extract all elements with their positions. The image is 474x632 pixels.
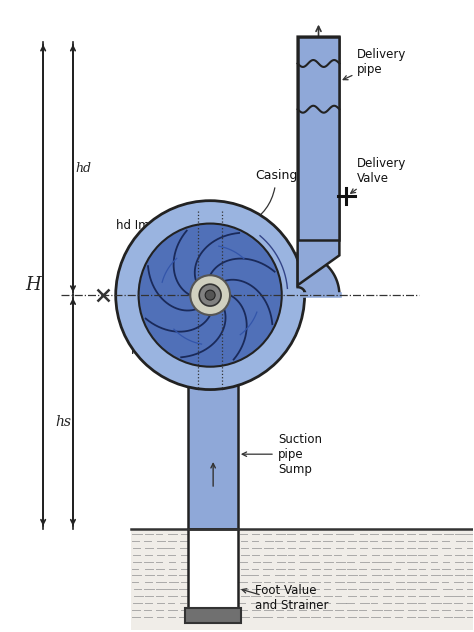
Text: H: H [25, 276, 41, 294]
Text: hs: hs [55, 415, 71, 429]
Circle shape [116, 201, 305, 389]
Circle shape [205, 290, 215, 300]
Polygon shape [185, 608, 241, 623]
Polygon shape [188, 385, 238, 529]
Text: Suction
pipe
Sump: Suction pipe Sump [242, 433, 322, 476]
Text: eye of
pump: eye of pump [131, 326, 167, 354]
Polygon shape [188, 529, 238, 608]
Text: hd: hd [75, 162, 91, 175]
Polygon shape [298, 37, 339, 285]
Text: Delivery
Valve: Delivery Valve [351, 157, 407, 193]
Text: Foot Value
and Strainer: Foot Value and Strainer [255, 585, 328, 612]
Text: Casing: Casing [249, 169, 297, 224]
Text: hd Impeller: hd Impeller [116, 219, 183, 232]
Polygon shape [131, 529, 473, 630]
Polygon shape [298, 37, 339, 240]
Circle shape [138, 224, 282, 367]
Circle shape [199, 284, 221, 306]
Circle shape [190, 276, 230, 315]
Polygon shape [298, 253, 339, 295]
Text: Delivery
pipe: Delivery pipe [343, 47, 407, 80]
